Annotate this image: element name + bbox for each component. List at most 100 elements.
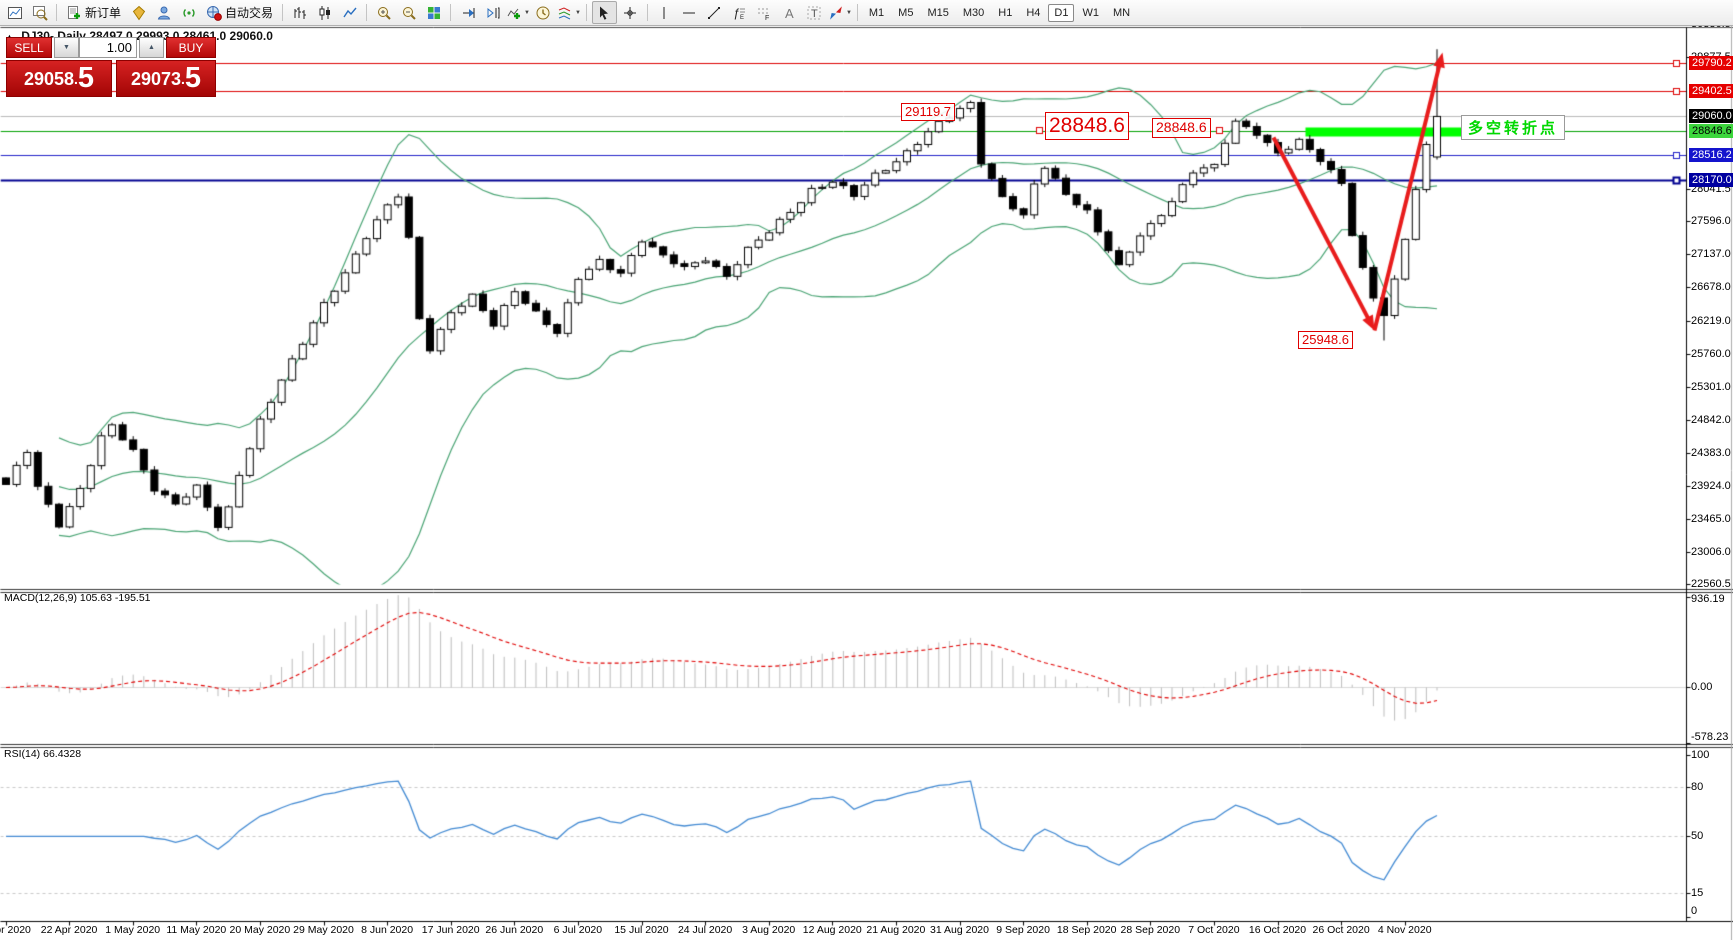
date-label: 9 Sep 2020 bbox=[996, 924, 1050, 936]
new-order-button[interactable]: 新订单 bbox=[62, 2, 125, 23]
dropdown-caret-icon: ▼ bbox=[574, 9, 581, 16]
buy-button[interactable]: BUY bbox=[166, 37, 216, 58]
price-line-label[interactable]: 29402.5 bbox=[1689, 84, 1733, 99]
buy-price-dot: . bbox=[181, 71, 185, 87]
ohlc-close: 29060.0 bbox=[229, 29, 273, 43]
date-label: 3 Apr 2020 bbox=[0, 924, 31, 936]
timeframe-mn[interactable]: MN bbox=[1112, 6, 1131, 19]
rsi-name: RSI(14) bbox=[4, 748, 41, 760]
date-label: 20 May 2020 bbox=[229, 924, 291, 936]
timeframe-w1[interactable]: W1 bbox=[1082, 6, 1099, 19]
date-label: 18 Sep 2020 bbox=[1056, 924, 1117, 936]
toolbar-separator bbox=[585, 4, 587, 21]
candlestick-chart-icon bbox=[317, 5, 333, 21]
price-tag[interactable]: 28848.6 bbox=[1152, 118, 1211, 138]
timeframe-m1[interactable]: M1 bbox=[868, 6, 885, 19]
toolbar-separator bbox=[366, 4, 368, 21]
auto-trading-button[interactable]: 自动交易 bbox=[202, 2, 277, 23]
indicators-button[interactable]: ▼ bbox=[506, 2, 530, 23]
channel-tool[interactable]: F bbox=[753, 2, 776, 23]
timeframe-m15[interactable]: M15 bbox=[927, 6, 949, 19]
zoom-in-icon bbox=[376, 5, 392, 21]
timeframe-h4[interactable]: H4 bbox=[1026, 6, 1041, 19]
dropdown-caret-icon: ▼ bbox=[845, 9, 852, 16]
price-axis-tick: 26678.0 bbox=[1691, 281, 1731, 294]
candlestick-chart-button[interactable] bbox=[313, 2, 336, 23]
periods-button[interactable] bbox=[532, 2, 555, 23]
zoom-in-button[interactable] bbox=[372, 2, 395, 23]
buy-price[interactable]: 29073 . 5 bbox=[116, 60, 216, 97]
auto-scroll-button[interactable] bbox=[456, 2, 479, 23]
new-chart-icon bbox=[7, 5, 23, 21]
macd-axis-tick: 0.00 bbox=[1691, 681, 1713, 693]
arrows-icon bbox=[828, 5, 844, 21]
expert-advisors-button[interactable] bbox=[152, 2, 175, 23]
price-line-label[interactable]: 29790.2 bbox=[1689, 56, 1733, 71]
line-chart-icon bbox=[342, 5, 358, 21]
price-tag[interactable]: 29119.7 bbox=[901, 103, 956, 122]
price-axis-tick: 24383.0 bbox=[1691, 446, 1731, 459]
sell-price-dot: . bbox=[74, 71, 78, 87]
crosshair-tool-button[interactable] bbox=[619, 2, 642, 23]
sell-button[interactable]: SELL bbox=[6, 37, 52, 58]
magnifier-window-icon bbox=[32, 5, 48, 21]
volume-down-button[interactable]: ▼ bbox=[54, 37, 79, 58]
market-watch-button[interactable] bbox=[28, 2, 51, 23]
timeframe-m5[interactable]: M5 bbox=[898, 6, 914, 19]
date-label: 29 May 2020 bbox=[293, 924, 354, 936]
zoom-out-button[interactable] bbox=[397, 2, 420, 23]
toolbar-separator bbox=[856, 4, 858, 21]
arrows-tool[interactable]: ▼ bbox=[828, 2, 852, 23]
volume-up-button[interactable]: ▲ bbox=[139, 37, 164, 58]
metaeditor-button[interactable] bbox=[127, 2, 150, 23]
price-tag[interactable]: 28848.6 bbox=[1045, 112, 1129, 141]
price-axis-tick: 25760.0 bbox=[1691, 347, 1731, 360]
timeframe-m30[interactable]: M30 bbox=[962, 6, 985, 19]
price-line-label[interactable]: 28848.6 bbox=[1689, 124, 1733, 139]
cursor-tool-button[interactable] bbox=[591, 1, 617, 24]
chart-shift-button[interactable] bbox=[481, 2, 504, 23]
rsi-value: 66.4328 bbox=[43, 748, 82, 760]
new-chart-button[interactable] bbox=[3, 2, 26, 23]
timeframe-h1[interactable]: H1 bbox=[998, 6, 1013, 19]
svg-text:E: E bbox=[740, 15, 744, 21]
clock-icon bbox=[535, 5, 551, 21]
bar-chart-button[interactable] bbox=[288, 2, 311, 23]
tile-windows-button[interactable] bbox=[422, 2, 445, 23]
macd-values: 105.63 -195.51 bbox=[79, 592, 151, 604]
pivot-note[interactable]: 多空转折点 bbox=[1461, 115, 1566, 140]
templates-button[interactable]: ▼ bbox=[557, 2, 581, 23]
svg-text:ƒ: ƒ bbox=[733, 6, 740, 20]
auto-trading-icon bbox=[206, 5, 222, 21]
text-label-tool[interactable]: T bbox=[803, 2, 826, 23]
vertical-line-tool[interactable] bbox=[653, 2, 676, 23]
tile-windows-icon bbox=[426, 5, 442, 21]
signals-button[interactable] bbox=[177, 2, 200, 23]
timeframe-d1[interactable]: D1 bbox=[1048, 3, 1075, 22]
volume-input[interactable] bbox=[79, 37, 137, 58]
price-line-label[interactable]: 29060.0 bbox=[1689, 108, 1733, 123]
bar-chart-icon bbox=[292, 5, 308, 21]
date-label: 16 Oct 2020 bbox=[1248, 924, 1307, 936]
crosshair-icon bbox=[622, 5, 638, 21]
line-chart-button[interactable] bbox=[338, 2, 361, 23]
svg-text:A: A bbox=[785, 6, 794, 21]
text-tool[interactable]: A bbox=[778, 2, 801, 23]
horizontal-line-tool[interactable] bbox=[678, 2, 701, 23]
date-label: 3 Aug 2020 bbox=[742, 924, 796, 936]
date-label: 26 Oct 2020 bbox=[1312, 924, 1370, 936]
date-label: 11 May 2020 bbox=[166, 924, 227, 936]
price-line-label[interactable]: 28170.0 bbox=[1689, 173, 1733, 188]
price-line-label[interactable]: 28516.2 bbox=[1689, 148, 1733, 163]
date-label: 12 Aug 2020 bbox=[802, 924, 862, 936]
price-axis-tick: 24842.0 bbox=[1691, 413, 1731, 426]
price-tag[interactable]: 25948.6 bbox=[1298, 331, 1353, 350]
sell-price[interactable]: 29058 . 5 bbox=[6, 60, 112, 97]
buy-price-int: 29073 bbox=[130, 69, 182, 89]
trendline-tool[interactable] bbox=[703, 2, 726, 23]
date-label: 24 Jul 2020 bbox=[677, 924, 733, 936]
price-axis-tick: 23924.0 bbox=[1691, 479, 1731, 492]
